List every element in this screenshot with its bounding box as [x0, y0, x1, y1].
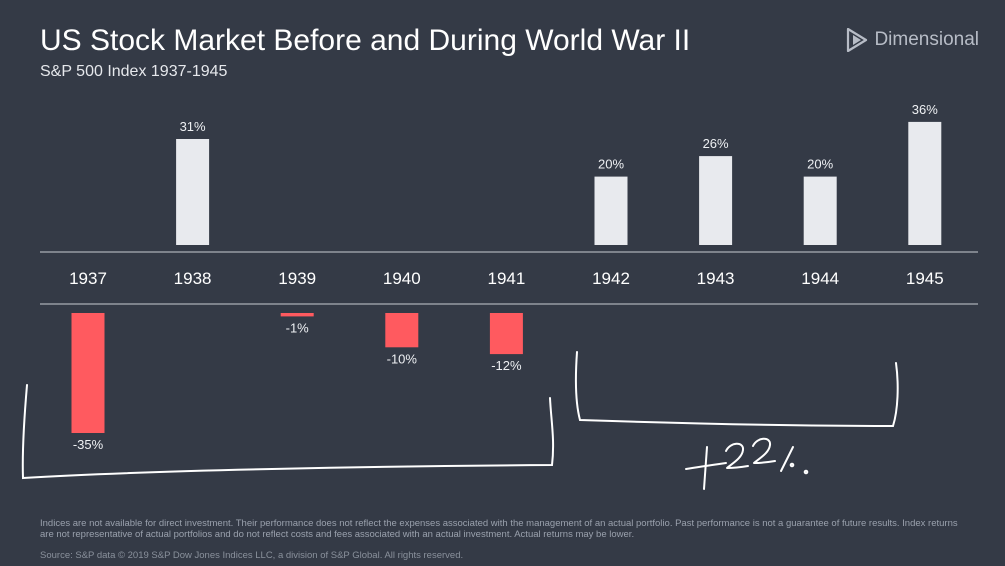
bar-1940 [385, 313, 419, 348]
bracket-war-years [575, 351, 899, 428]
category-label-1941: 1941 [487, 269, 525, 288]
category-label-1938: 1938 [174, 269, 212, 288]
bar-1939 [280, 313, 314, 317]
disclaimer-text: Indices are not available for direct inv… [40, 518, 958, 540]
handwritten-annotation [685, 437, 809, 490]
category-label-1940: 1940 [383, 269, 421, 288]
bracket-pre-war [21, 384, 555, 480]
data-label-1941: -12% [491, 358, 522, 373]
data-label-1940: -10% [387, 351, 418, 366]
bar-1937 [71, 313, 105, 433]
data-label-1938: 31% [180, 119, 206, 134]
chart-title: US Stock Market Before and During World … [40, 24, 691, 57]
category-label-1942: 1942 [592, 269, 630, 288]
category-label-1945: 1945 [906, 269, 944, 288]
brand-logo: Dimensional [846, 28, 979, 52]
data-label-1939: -1% [286, 320, 310, 335]
bar-1938 [176, 139, 210, 245]
bar-1944 [803, 176, 837, 245]
data-label-1944: 20% [807, 157, 833, 172]
bar-1942 [594, 176, 628, 245]
category-label-1937: 1937 [69, 269, 107, 288]
category-label-1943: 1943 [697, 269, 735, 288]
data-label-1937: -35% [73, 437, 104, 452]
chart-subtitle: S&P 500 Index 1937-1945 [40, 63, 228, 80]
source-text: Source: S&P data © 2019 S&P Dow Jones In… [40, 550, 464, 561]
data-label-1942: 20% [598, 157, 624, 172]
bar-1945 [908, 121, 942, 245]
bar-1943 [699, 156, 733, 245]
bar-1941 [489, 313, 523, 355]
dimensional-logo-icon [847, 28, 868, 52]
category-label-1944: 1944 [801, 269, 839, 288]
data-label-1945: 36% [912, 102, 938, 117]
category-label-1939: 1939 [278, 269, 316, 288]
logo-text: Dimensional [874, 29, 979, 50]
data-label-1943: 26% [703, 136, 729, 151]
